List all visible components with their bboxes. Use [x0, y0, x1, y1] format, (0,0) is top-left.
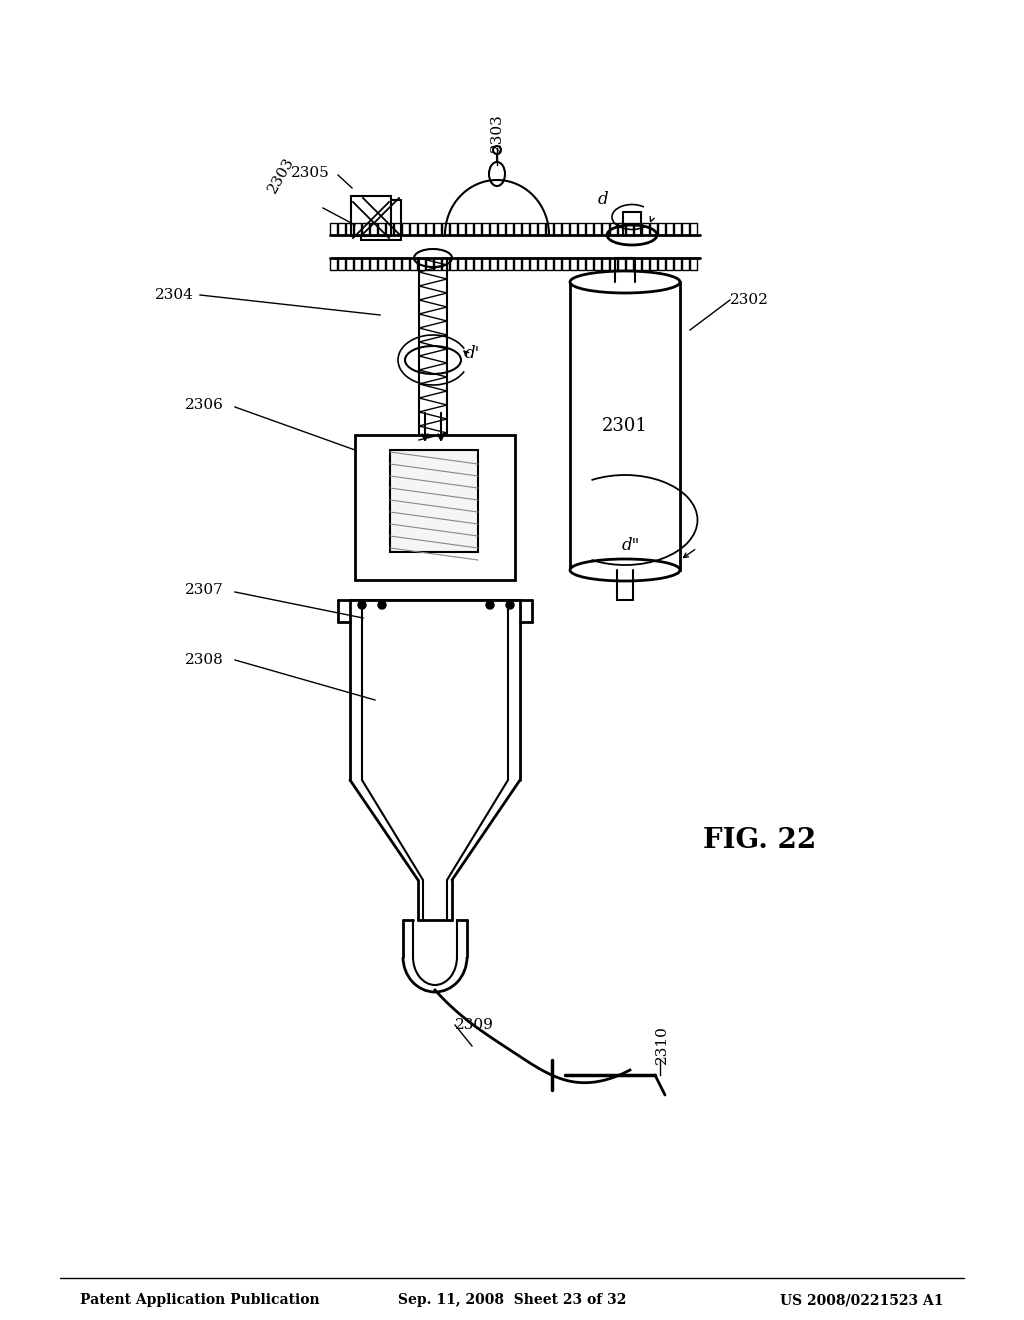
Text: FIG. 22: FIG. 22 [703, 826, 816, 854]
Circle shape [486, 601, 494, 609]
Text: 2301: 2301 [602, 417, 648, 436]
Circle shape [378, 601, 386, 609]
Circle shape [506, 601, 514, 609]
Ellipse shape [406, 346, 461, 374]
Ellipse shape [607, 224, 657, 246]
Ellipse shape [489, 162, 505, 186]
Bar [355, 436, 515, 579]
Ellipse shape [414, 249, 452, 267]
Text: 2308: 2308 [185, 653, 224, 667]
Text: 2302: 2302 [730, 293, 769, 308]
Text: d': d' [465, 345, 480, 362]
Text: 2306: 2306 [185, 399, 224, 412]
Text: 2309: 2309 [455, 1018, 494, 1032]
Text: 2303: 2303 [265, 154, 297, 195]
Bar [361, 201, 401, 240]
Bar [351, 195, 391, 236]
Text: 2307: 2307 [185, 583, 224, 597]
Bar [570, 282, 680, 570]
Text: Sep. 11, 2008  Sheet 23 of 32: Sep. 11, 2008 Sheet 23 of 32 [397, 1294, 627, 1307]
Ellipse shape [570, 271, 680, 293]
Circle shape [358, 601, 366, 609]
Bar [390, 450, 478, 552]
Text: Patent Application Publication: Patent Application Publication [80, 1294, 319, 1307]
Ellipse shape [570, 558, 680, 581]
Text: 2305: 2305 [291, 166, 330, 180]
Text: 2304: 2304 [155, 288, 194, 302]
Text: d: d [598, 191, 608, 209]
Text: 2303: 2303 [490, 114, 504, 152]
Text: 2310: 2310 [655, 1026, 669, 1064]
Text: d": d" [622, 536, 640, 553]
Text: US 2008/0221523 A1: US 2008/0221523 A1 [780, 1294, 944, 1307]
